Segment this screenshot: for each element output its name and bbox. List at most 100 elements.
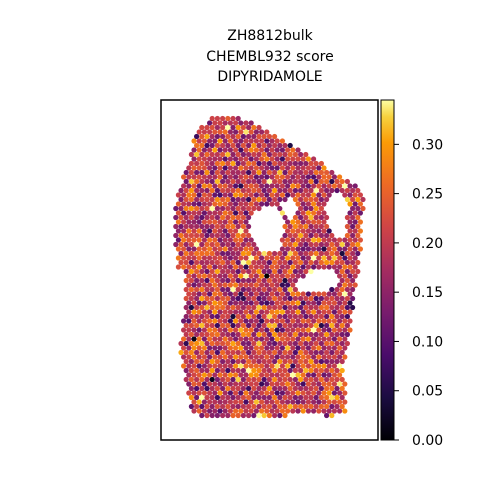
spot	[201, 363, 207, 369]
spot	[238, 264, 244, 270]
spot	[248, 282, 254, 288]
spot	[329, 187, 335, 194]
spot	[230, 178, 236, 185]
spot	[261, 250, 267, 257]
spot	[316, 318, 322, 324]
spot	[194, 304, 200, 311]
spot	[318, 385, 324, 392]
spot	[209, 376, 215, 383]
spot	[256, 169, 262, 176]
spot	[194, 169, 200, 176]
spot	[220, 385, 226, 392]
spot	[295, 372, 301, 378]
spot	[321, 192, 327, 198]
spot	[272, 259, 278, 266]
spot	[305, 363, 311, 369]
spot	[246, 232, 252, 239]
spot	[220, 277, 226, 284]
spot	[259, 408, 265, 414]
spot	[178, 259, 184, 266]
spot	[305, 210, 311, 216]
spot	[298, 187, 304, 194]
spot	[269, 300, 275, 306]
spot	[337, 300, 343, 306]
spot	[194, 232, 200, 239]
spot	[259, 165, 265, 171]
colorbar	[380, 99, 395, 441]
spot	[261, 187, 267, 194]
spot	[331, 390, 337, 396]
spot	[212, 318, 218, 324]
spot	[238, 336, 244, 342]
spot	[201, 336, 207, 342]
spot	[207, 255, 213, 261]
spot	[243, 183, 249, 189]
spot	[342, 336, 348, 342]
spot	[230, 358, 236, 365]
spot	[217, 372, 223, 378]
spot	[305, 264, 311, 270]
spot	[285, 183, 291, 189]
spot	[243, 192, 249, 198]
spot	[209, 367, 215, 374]
spot	[331, 300, 337, 306]
spot	[337, 273, 343, 279]
spot	[196, 309, 202, 315]
spot	[287, 268, 293, 275]
spot	[261, 268, 267, 275]
spot	[230, 277, 236, 284]
spot	[201, 264, 207, 270]
spot	[183, 187, 189, 194]
spot	[259, 309, 265, 315]
spot	[303, 394, 309, 401]
spot	[274, 408, 280, 414]
spot	[290, 399, 296, 405]
spot	[259, 147, 265, 153]
spot	[251, 151, 257, 158]
spot	[264, 399, 270, 405]
spot	[199, 412, 205, 419]
spot	[191, 201, 197, 207]
spot	[290, 165, 296, 171]
spot	[350, 259, 356, 266]
spot	[313, 223, 319, 230]
spot	[235, 232, 241, 239]
spot	[217, 228, 223, 234]
spot	[264, 318, 270, 324]
spot	[186, 201, 192, 207]
spot	[248, 300, 254, 306]
spot	[295, 255, 301, 261]
spot	[253, 336, 259, 342]
spot	[194, 223, 200, 230]
spot	[235, 259, 241, 266]
spot	[321, 228, 327, 234]
spot	[209, 304, 215, 311]
spot	[248, 246, 254, 252]
spot	[290, 390, 296, 396]
spot	[347, 255, 353, 261]
spot	[321, 327, 327, 333]
spot	[256, 385, 262, 392]
spot	[292, 367, 298, 374]
spot	[274, 192, 280, 198]
spot	[199, 178, 205, 185]
spot	[298, 358, 304, 365]
spot	[214, 286, 220, 293]
spot	[238, 120, 244, 126]
spot	[300, 165, 306, 171]
spot	[303, 187, 309, 194]
spot	[282, 187, 288, 194]
spot	[233, 327, 239, 333]
spot	[199, 358, 205, 365]
spot	[326, 309, 332, 315]
spot	[199, 340, 205, 347]
colorbar-tick-label: 0.15	[412, 285, 443, 301]
spot	[266, 151, 272, 158]
spot	[285, 345, 291, 351]
spot	[196, 156, 202, 162]
spot	[261, 403, 267, 410]
spot	[212, 138, 218, 144]
spot	[342, 273, 348, 279]
spot	[295, 192, 301, 198]
spot	[303, 160, 309, 167]
